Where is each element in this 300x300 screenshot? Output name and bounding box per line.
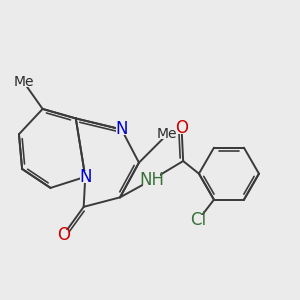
Bar	[191, 214, 205, 226]
Bar	[80, 171, 91, 182]
Bar	[58, 230, 69, 241]
Bar	[116, 124, 127, 135]
Bar	[16, 77, 32, 87]
Bar	[160, 129, 175, 139]
Text: Me: Me	[157, 127, 178, 141]
Bar	[143, 174, 160, 186]
Text: O: O	[175, 119, 188, 137]
Text: O: O	[57, 226, 70, 244]
Text: N: N	[115, 121, 128, 139]
Text: NH: NH	[139, 171, 164, 189]
Text: Cl: Cl	[190, 211, 206, 229]
Text: Me: Me	[14, 75, 34, 89]
Bar	[176, 122, 187, 134]
Text: N: N	[79, 168, 92, 186]
